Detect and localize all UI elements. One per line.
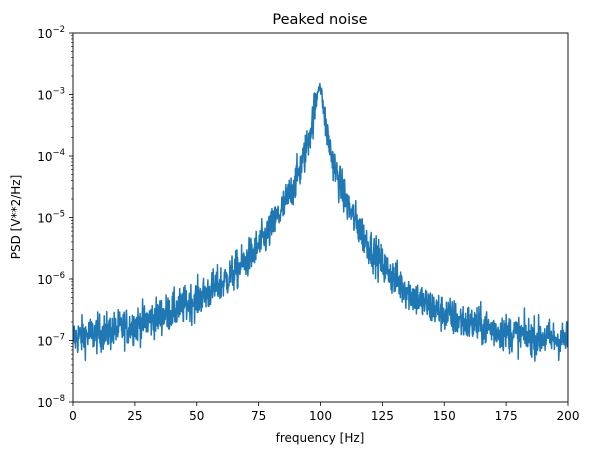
plot-area (73, 82, 568, 362)
x-tick-label: 25 (127, 409, 142, 423)
x-tick-label: 125 (371, 409, 394, 423)
axes: 0 25 50 75 100 125 150 175 200 10−8 10−7 10−6 10−5 10… (37, 25, 579, 423)
y-tick-label: 10−5 (37, 210, 65, 226)
x-tick-label: 100 (309, 409, 332, 423)
x-axis-label: frequency [Hz] (276, 431, 365, 445)
x-tick-label: 200 (557, 409, 580, 423)
x-tick-label: 50 (189, 409, 204, 423)
x-tick-label: 150 (433, 409, 456, 423)
chart-title: Peaked noise (272, 12, 367, 28)
y-tick-label: 10−7 (37, 333, 65, 349)
y-tick-label: 10−8 (37, 394, 65, 410)
y-axis-label: PSD [V**2/Hz] (9, 175, 23, 259)
y-tick-label: 10−3 (37, 87, 65, 103)
x-tick-label: 75 (251, 409, 266, 423)
x-tick-label: 175 (495, 409, 518, 423)
y-tick-label: 10−4 (37, 148, 65, 164)
y-tick-label: 10−2 (37, 25, 65, 41)
y-tick-label: 10−6 (37, 271, 65, 287)
x-tick-label: 0 (69, 409, 77, 423)
psd-series-line (73, 82, 568, 362)
